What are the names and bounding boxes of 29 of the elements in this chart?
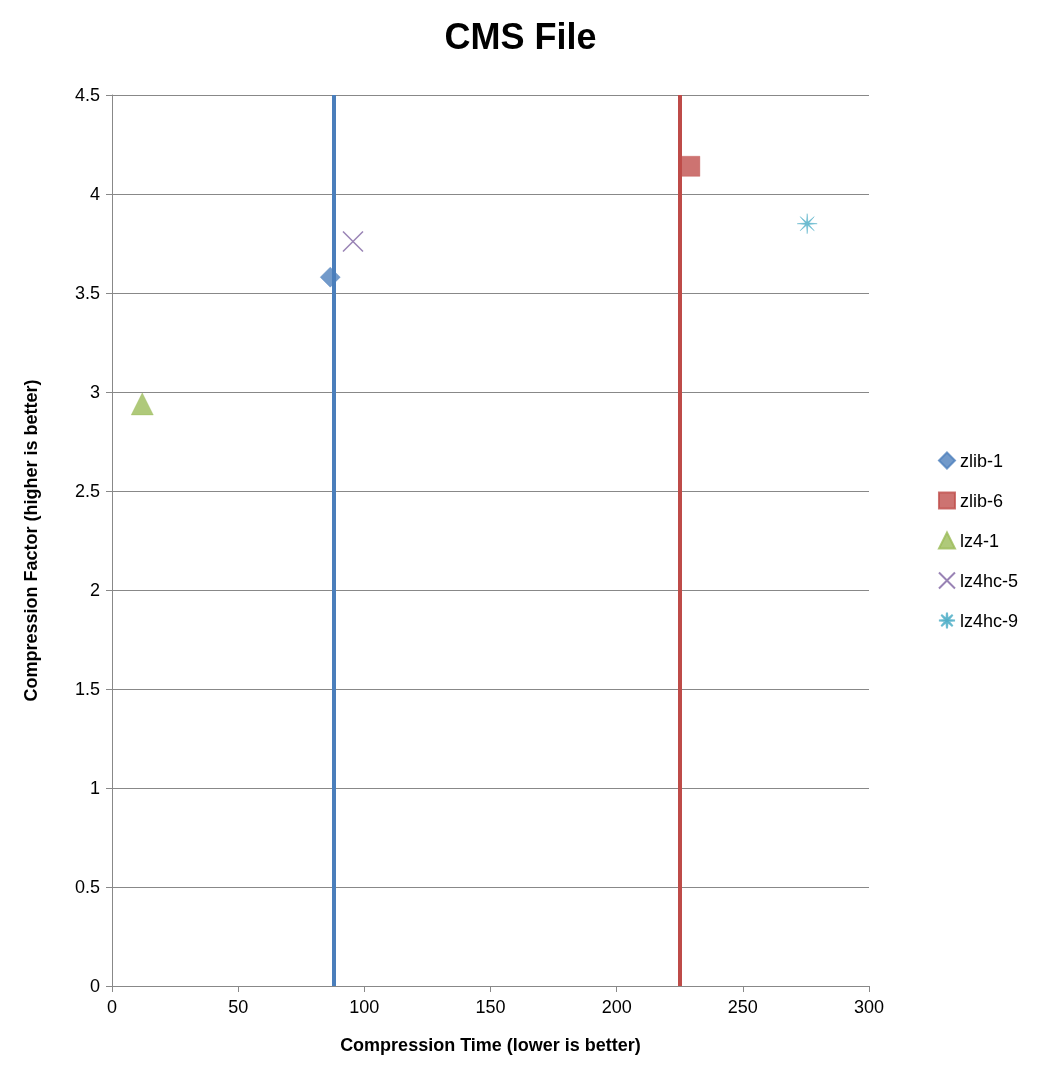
point <box>131 392 154 416</box>
x-tick-label: 50 <box>228 997 249 1017</box>
x-tick-label: 250 <box>727 997 758 1017</box>
x-tick-label: 150 <box>475 997 506 1017</box>
y-tick-label: 2.5 <box>74 481 100 501</box>
y-axis-title: Compression Factor (higher is better) <box>21 379 41 702</box>
y-tick-label: 0.5 <box>74 877 100 897</box>
legend-label: lz4hc-9 <box>959 610 1019 631</box>
x-axis-title: Compression Time (lower is better) <box>340 1035 641 1055</box>
legend-label: zlib-6 <box>959 490 1003 511</box>
point <box>342 230 364 253</box>
y-tick-label: 3 <box>89 382 100 402</box>
x-tick-label: 300 <box>853 997 885 1017</box>
chart-title: CMS File <box>444 15 597 57</box>
y-tick-label: 1.5 <box>74 679 100 699</box>
legend-label: lz4-1 <box>959 530 999 551</box>
y-tick-label: 4 <box>89 184 100 204</box>
point <box>796 213 818 234</box>
legend-label: zlib-1 <box>959 450 1003 471</box>
x-tick-label: 0 <box>106 997 118 1017</box>
x-tick-label: 100 <box>349 997 380 1017</box>
legend-label: lz4hc-5 <box>959 570 1019 591</box>
y-tick-label: 3.5 <box>74 283 100 303</box>
point <box>679 156 701 177</box>
y-tick-label: 1 <box>89 778 100 798</box>
x-tick-label: 200 <box>601 997 632 1017</box>
y-tick-label: 2 <box>89 580 100 600</box>
y-tick-label: 0 <box>89 976 100 996</box>
y-tick-label: 4.5 <box>74 85 100 105</box>
